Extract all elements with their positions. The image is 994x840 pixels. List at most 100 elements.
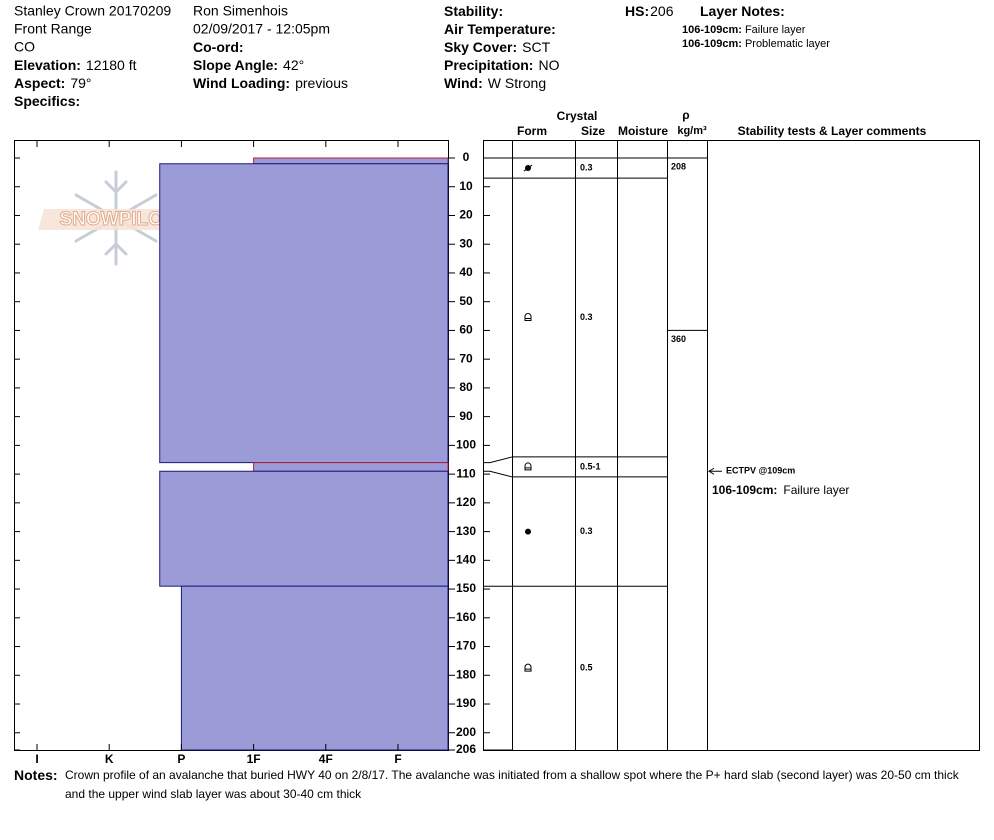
frames — [14, 140, 980, 751]
depth-label: 50 — [459, 294, 473, 308]
header-density-unit: kg/m³ — [677, 125, 707, 137]
layer-note: 106-109cm: Failure layer — [682, 24, 806, 36]
comment-text: Failure layer — [783, 483, 849, 497]
header-field: Co-ord: — [193, 39, 244, 55]
field-label: Co-ord: — [193, 39, 244, 55]
hardness-layer — [159, 470, 449, 587]
depth-label: 130 — [456, 524, 476, 538]
header-field: Aspect: 79° — [14, 75, 92, 91]
crystal-size: 0.3 — [580, 162, 593, 172]
depth-label: 190 — [456, 696, 476, 710]
header-field: Wind: W Strong — [444, 75, 546, 91]
header-field: HS:206 — [625, 3, 674, 19]
header-field: Stability: — [444, 3, 503, 19]
field-label: Air Temperature: — [444, 21, 556, 37]
arrow-head — [708, 467, 715, 475]
hardness-layer — [253, 462, 449, 472]
layer-connector — [483, 470, 513, 478]
header-field: Specifics: — [14, 93, 80, 109]
watermark: SNOWPILOT — [59, 209, 174, 230]
density-value: 360 — [671, 334, 686, 344]
crystal-size: 0.3 — [580, 312, 593, 322]
field-label: Slope Angle: — [193, 57, 278, 73]
comment-range: 106-109cm: — [712, 483, 777, 497]
depth-label: 110 — [456, 466, 476, 480]
watermark-band — [38, 209, 196, 230]
depth-label: 0 — [463, 150, 470, 164]
field-label: Stability: — [444, 3, 503, 19]
field-value: NO — [538, 57, 559, 73]
depth-label: 40 — [459, 265, 473, 279]
crystal-size: 0.5-1 — [580, 461, 601, 471]
hardness-layer — [180, 585, 449, 751]
header-field: Slope Angle: 42° — [193, 57, 304, 73]
header-field: Elevation: 12180 ft — [14, 57, 137, 73]
depth-label: 90 — [459, 409, 473, 423]
form-icon — [524, 462, 532, 471]
field-label: Layer Notes: — [700, 3, 785, 19]
header-field: Wind Loading: previous — [193, 75, 348, 91]
notes-label: Notes: — [14, 767, 58, 783]
test-result: ECTPV @109cm — [726, 466, 795, 476]
field-label: HS: — [625, 3, 649, 19]
note-text: Problematic layer — [745, 38, 830, 50]
field-value: 79° — [70, 75, 91, 91]
hardness-label: F — [394, 752, 401, 766]
field-value: 12180 ft — [86, 57, 137, 73]
note-range: 106-109cm: — [682, 24, 742, 36]
field-label: Precipitation: — [444, 57, 533, 73]
depth-label: 200 — [456, 725, 476, 739]
depth-label: 170 — [456, 639, 476, 653]
hardness-label: I — [35, 752, 38, 766]
depth-label: 150 — [456, 581, 476, 595]
grid-frame — [483, 140, 980, 751]
note-text: Failure layer — [745, 24, 806, 36]
crystal-size: 0.3 — [580, 526, 593, 536]
header-field: Air Temperature: — [444, 21, 556, 37]
depth-label: 180 — [456, 667, 476, 681]
field-label: Wind Loading: — [193, 75, 290, 91]
header-field: Precipitation: NO — [444, 57, 560, 73]
form-icon — [524, 313, 532, 322]
header-field: Sky Cover: SCT — [444, 39, 551, 55]
depth-label: 206 — [456, 742, 476, 756]
header-comments: Stability tests & Layer comments — [738, 124, 927, 138]
hardness-label: 4F — [319, 752, 333, 766]
form-icon — [524, 663, 532, 672]
field-label: Elevation: — [14, 57, 81, 73]
depth-label: 120 — [456, 495, 476, 509]
form-icon — [523, 164, 533, 172]
hardness-label: P — [177, 752, 185, 766]
observer: Ron Simenhois — [193, 3, 288, 19]
notes-text: Crown profile of an avalanche that burie… — [65, 768, 959, 801]
field-value: 206 — [650, 3, 674, 19]
field-value: SCT — [522, 39, 550, 55]
note-range: 106-109cm: — [682, 38, 742, 50]
depth-label: 80 — [459, 380, 473, 394]
snow-profile: SNOWPILOT Crystal Form Size Moisture ρ k… — [14, 3, 980, 766]
form-icon — [525, 528, 531, 535]
grid-header: Crystal Form Size Moisture ρ kg/m³ Stabi… — [517, 108, 927, 138]
header-rho: ρ — [682, 108, 689, 122]
hardness-label: 1F — [247, 752, 261, 766]
layer-note: 106-109cm: Problematic layer — [682, 38, 830, 50]
field-label: Aspect: — [14, 75, 65, 91]
layer-comment: 106-109cm: Failure layer — [712, 483, 849, 497]
depth-label: 140 — [456, 553, 476, 567]
field-label: Wind: — [444, 75, 483, 91]
depth-label: 100 — [456, 438, 476, 452]
header-moisture: Moisture — [618, 124, 668, 138]
range: Front Range — [14, 21, 92, 37]
header-crystal: Crystal — [557, 109, 598, 123]
depth-label: 30 — [459, 236, 473, 250]
hardness-layer — [253, 157, 449, 165]
depth-label: 60 — [459, 323, 473, 337]
field-value: W Strong — [488, 75, 546, 91]
notes: Notes: Crown profile of an avalanche tha… — [14, 766, 979, 804]
hardness-label: K — [105, 752, 114, 766]
depth-label: 20 — [459, 208, 473, 222]
hardness-layer — [159, 163, 449, 464]
header-field: Layer Notes: — [700, 3, 785, 19]
field-value: previous — [295, 75, 348, 91]
